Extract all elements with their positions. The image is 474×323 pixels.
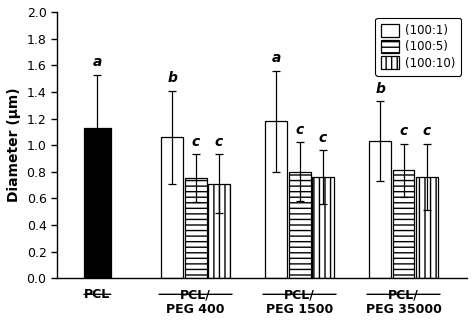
Text: c: c <box>295 123 304 137</box>
Text: b: b <box>167 71 177 85</box>
Bar <box>184 178 207 278</box>
Text: c: c <box>422 124 431 139</box>
Legend: (100:1), (100:5), (100:10): (100:1), (100:5), (100:10) <box>375 18 461 76</box>
Text: a: a <box>92 55 102 69</box>
Text: c: c <box>319 131 327 145</box>
Bar <box>162 137 183 278</box>
Bar <box>84 128 110 278</box>
Bar <box>208 184 229 278</box>
Bar <box>416 177 438 278</box>
Text: a: a <box>272 51 281 65</box>
Text: c: c <box>191 135 200 149</box>
Y-axis label: Diameter (μm): Diameter (μm) <box>7 88 21 203</box>
Text: c: c <box>400 124 408 139</box>
Bar <box>265 121 287 278</box>
Bar <box>289 172 310 278</box>
Bar <box>312 177 334 278</box>
Bar <box>369 141 392 278</box>
Text: b: b <box>375 82 385 96</box>
Bar <box>392 171 414 278</box>
Text: c: c <box>215 135 223 149</box>
